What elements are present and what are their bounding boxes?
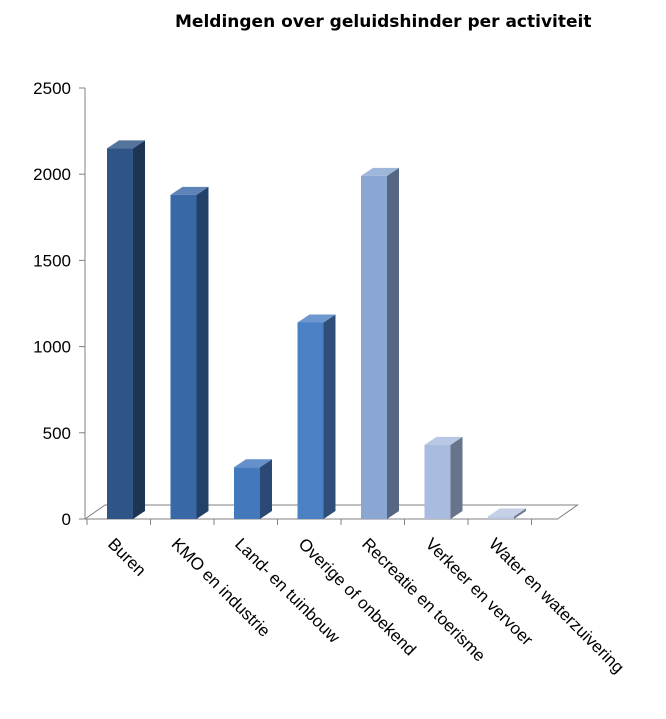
bar-front (297, 322, 324, 519)
x-tick-label: Buren (104, 534, 150, 580)
bar (170, 186, 209, 519)
chart-title: Meldingen over geluidshinder per activit… (175, 12, 592, 32)
bar (234, 459, 272, 519)
x-tick-label: Recreatie en toerisme (358, 534, 489, 665)
y-tick-label: 1500 (33, 251, 71, 270)
y-tick-label: 1000 (33, 338, 71, 357)
bar-top (170, 186, 209, 195)
x-tick-label: Land- en tuinbouw (231, 534, 344, 647)
bar-top (297, 314, 336, 323)
bar-side (260, 459, 272, 519)
y-tick-label: 2500 (33, 79, 71, 98)
bar-side (514, 508, 526, 519)
bar (488, 508, 526, 519)
bar-front (488, 516, 514, 519)
bar (297, 314, 336, 519)
bar-side (196, 186, 209, 519)
x-tick-label: Verkeer en vervoer (422, 534, 537, 649)
bar (424, 436, 463, 519)
y-tick-label: 500 (43, 424, 71, 443)
bar-top (234, 459, 272, 468)
bar-top (361, 167, 399, 176)
bar-top (107, 140, 145, 149)
bar-front (107, 148, 133, 519)
bar (107, 140, 145, 519)
bar (361, 167, 399, 519)
bar-front (424, 444, 451, 519)
bar-side (387, 167, 399, 519)
bar-side (450, 436, 463, 519)
bar-front (234, 467, 260, 519)
bar-top (424, 436, 463, 445)
x-tick-label: Overige of onbekend (295, 534, 420, 659)
bar-top (488, 508, 526, 517)
bar-side (323, 314, 336, 519)
bar-side (133, 140, 145, 519)
y-tick-label: 2000 (33, 165, 71, 184)
bar-front (170, 194, 197, 519)
y-tick-label: 0 (62, 510, 71, 529)
bar-front (361, 175, 387, 519)
